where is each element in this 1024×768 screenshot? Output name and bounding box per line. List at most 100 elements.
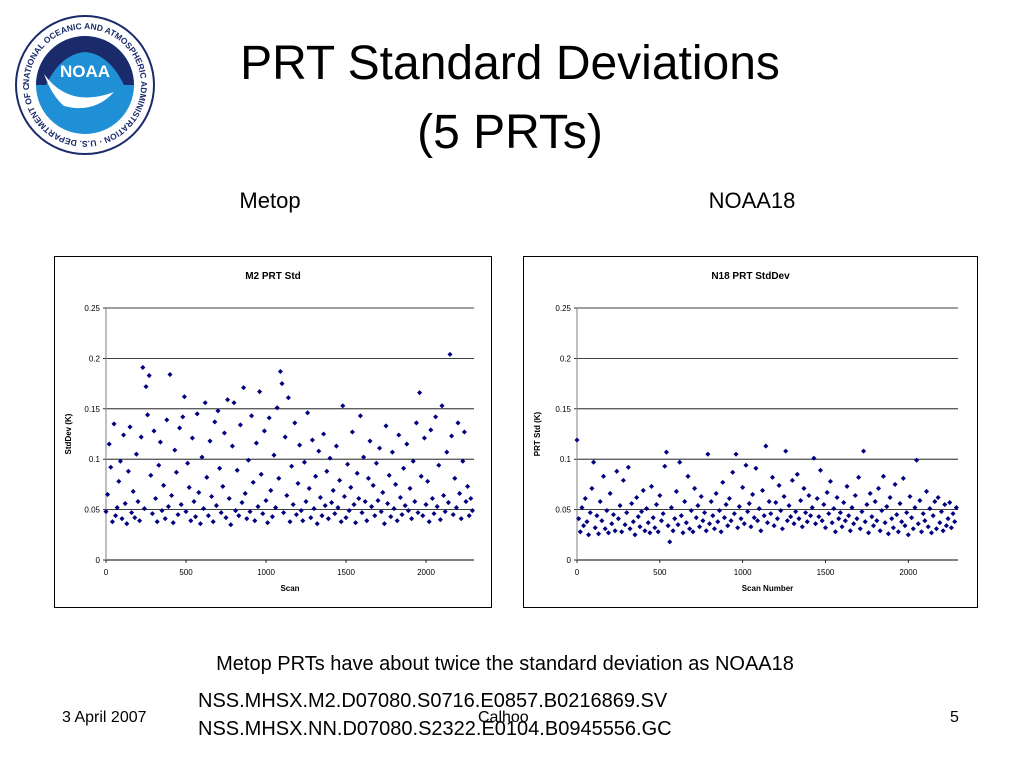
noaa18-data-point	[697, 524, 703, 530]
metop-data-point	[167, 371, 173, 378]
metop-data-point	[343, 515, 349, 521]
metop-data-point	[266, 415, 272, 421]
metop-data-point	[314, 521, 320, 527]
noaa18-data-point	[917, 497, 923, 504]
metop-data-point	[236, 513, 242, 519]
metop-data-point	[221, 430, 227, 436]
noaa18-data-point	[894, 512, 900, 518]
metop-data-point	[159, 508, 165, 514]
metop-data-point	[365, 475, 371, 481]
noaa18-data-point	[589, 485, 595, 491]
noaa18-data-point	[869, 514, 875, 520]
metop-data-point	[277, 368, 283, 375]
noaa18-data-point	[620, 477, 626, 483]
noaa18-data-point	[919, 529, 925, 535]
noaa18-data-point	[857, 526, 863, 532]
metop-data-point	[397, 494, 403, 501]
noaa18-data-point	[890, 525, 896, 531]
noaa18-data-point	[630, 519, 636, 525]
noaa18-data-point	[892, 481, 898, 487]
metop-data-point	[322, 503, 328, 509]
noaa18-data-point	[587, 510, 593, 516]
file-name-metop: NSS.MHSX.M2.D07080.S0716.E0857.B0216869.…	[198, 690, 668, 712]
noaa18-data-point	[900, 475, 906, 481]
noaa18-data-point	[746, 501, 752, 507]
noaa18-data-point	[703, 528, 709, 534]
metop-x-tick-label: 0	[104, 568, 109, 577]
noaa18-chart-title: N18 PRT StdDev	[711, 271, 790, 282]
metop-data-point	[311, 506, 317, 512]
noaa18-x-tick-label: 500	[653, 568, 667, 577]
metop-data-point	[305, 410, 311, 416]
metop-data-point	[268, 487, 274, 493]
metop-x-tick-label: 1500	[337, 568, 355, 577]
metop-y-tick-label: 0.05	[84, 506, 100, 515]
noaa18-data-point	[829, 520, 835, 526]
noaa18-x-tick-label: 2000	[899, 568, 917, 577]
noaa18-data-point	[698, 493, 704, 500]
metop-data-point	[309, 437, 315, 443]
noaa18-data-point	[841, 499, 847, 506]
noaa18-data-point	[708, 498, 714, 505]
metop-data-point	[466, 513, 472, 519]
metop-data-point	[375, 497, 381, 504]
metop-data-point	[316, 448, 322, 454]
metop-data-point	[463, 498, 469, 505]
noaa18-data-point	[677, 459, 683, 465]
metop-data-point	[132, 515, 138, 521]
metop-data-point	[383, 423, 389, 429]
noaa18-data-point	[768, 511, 774, 517]
noaa18-data-point	[909, 515, 915, 521]
metop-y-tick-label: 0.2	[89, 354, 101, 363]
noaa18-data-point	[678, 513, 684, 519]
metop-data-point	[178, 502, 184, 508]
left-panel-label: Metop	[239, 188, 301, 213]
noaa18-data-point	[799, 524, 805, 530]
noaa18-data-point	[625, 464, 631, 470]
noaa18-data-point	[786, 503, 792, 509]
noaa18-data-point	[923, 488, 930, 495]
metop-data-point	[330, 487, 336, 493]
metop-data-point	[196, 489, 202, 496]
noaa18-data-point	[682, 498, 688, 505]
noaa18-data-point	[663, 449, 669, 455]
metop-data-point	[201, 506, 207, 512]
metop-data-point	[239, 499, 245, 506]
noaa18-data-point	[824, 489, 830, 496]
noaa18-data-point	[726, 495, 732, 502]
metop-data-point	[345, 461, 351, 467]
metop-data-point	[108, 464, 114, 470]
logo-text: NOAA	[60, 62, 110, 81]
noaa18-data-point	[607, 490, 613, 497]
metop-data-point	[292, 420, 298, 426]
metop-data-point	[449, 433, 455, 439]
noaa18-data-point	[817, 467, 824, 473]
noaa18-x-tick-label: 1500	[817, 568, 835, 577]
metop-x-tick-label: 2000	[417, 568, 435, 577]
metop-data-point	[137, 518, 143, 524]
noaa18-data-point	[647, 530, 653, 536]
noaa18-data-point	[604, 508, 610, 514]
metop-data-point	[415, 510, 421, 516]
noaa18-data-point	[753, 465, 759, 471]
noaa18-data-point	[766, 498, 772, 505]
noaa18-data-point	[619, 529, 625, 535]
noaa18-data-point	[902, 523, 908, 529]
metop-data-point	[172, 447, 178, 453]
noaa18-y-tick-label: 0.05	[555, 506, 571, 515]
metop-data-point	[340, 403, 346, 409]
noaa18-data-point	[683, 520, 689, 526]
metop-chart: M2 PRT Std 0 0.05 0.1 0.15 0.2 0.25 0 500 1000 150…	[54, 256, 492, 608]
metop-data-point	[401, 465, 407, 471]
noaa18-data-point	[882, 520, 888, 526]
metop-data-point	[138, 434, 144, 440]
noaa18-data-point	[808, 513, 814, 519]
metop-data-point	[261, 428, 267, 434]
noaa18-data-point	[915, 521, 921, 527]
noaa18-data-point	[634, 494, 640, 501]
noaa18-data-point	[594, 513, 600, 519]
noaa18-data-point	[880, 473, 887, 479]
metop-data-point	[164, 417, 170, 423]
metop-data-point	[284, 492, 290, 499]
metop-data-point	[289, 463, 295, 469]
